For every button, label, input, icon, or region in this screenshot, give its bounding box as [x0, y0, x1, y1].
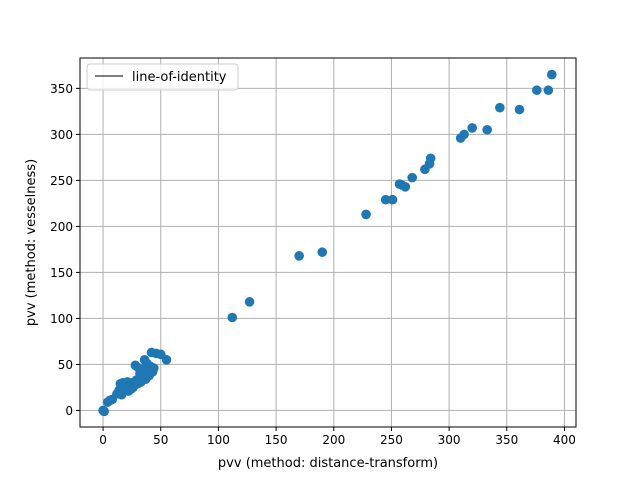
- y-axis-ticks: 0 50 100 150 200 250 300 350: [50, 82, 80, 418]
- y-tick-label: 200: [50, 220, 73, 234]
- x-tick-label: 200: [322, 433, 345, 447]
- legend: line-of-identity: [86, 63, 239, 91]
- data-point: [425, 153, 436, 164]
- legend-box: [86, 63, 239, 91]
- data-point: [149, 363, 159, 373]
- data-point: [459, 129, 469, 140]
- x-tick-label: 150: [265, 433, 288, 447]
- x-tick-label: 400: [553, 433, 576, 447]
- x-tick-label: 100: [207, 433, 230, 447]
- data-point: [482, 124, 492, 135]
- x-tick-label: 250: [380, 433, 403, 447]
- data-point: [407, 172, 418, 183]
- plot-area: [79, 57, 577, 428]
- y-tick-label: 250: [50, 174, 73, 188]
- data-point: [294, 251, 304, 261]
- y-tick-label: 100: [50, 312, 73, 326]
- data-point: [161, 355, 172, 365]
- y-tick-label: 300: [50, 128, 73, 142]
- y-tick-label: 0: [65, 404, 73, 418]
- x-tick-label: 50: [153, 433, 168, 447]
- data-point: [543, 85, 554, 96]
- data-point: [99, 406, 110, 417]
- grid: [80, 58, 576, 427]
- x-tick-label: 0: [99, 433, 107, 447]
- y-tick-label: 350: [50, 82, 73, 96]
- y-tick-label: 50: [58, 358, 73, 372]
- legend-entry-line-of-identity: line-of-identity: [132, 70, 227, 85]
- data-point: [244, 297, 255, 307]
- y-axis-label: pvv (method: vesselness): [24, 159, 39, 326]
- x-tick-label: 300: [438, 433, 461, 447]
- data-point: [514, 104, 525, 115]
- data-point: [361, 209, 371, 220]
- data-points: [98, 69, 557, 417]
- data-point: [531, 85, 542, 96]
- data-point: [380, 194, 391, 205]
- data-point: [317, 247, 328, 257]
- data-point: [467, 123, 477, 133]
- data-point: [227, 312, 238, 323]
- data-point: [387, 194, 398, 205]
- x-axis-label: pvv (method: distance-transform): [218, 456, 438, 471]
- x-axis-ticks: 0 50 100 150 200 250 300 350 400: [99, 427, 576, 447]
- x-tick-label: 350: [495, 433, 518, 447]
- data-point: [400, 182, 411, 192]
- y-tick-label: 150: [50, 266, 73, 280]
- data-point: [495, 102, 505, 113]
- data-point: [546, 69, 557, 80]
